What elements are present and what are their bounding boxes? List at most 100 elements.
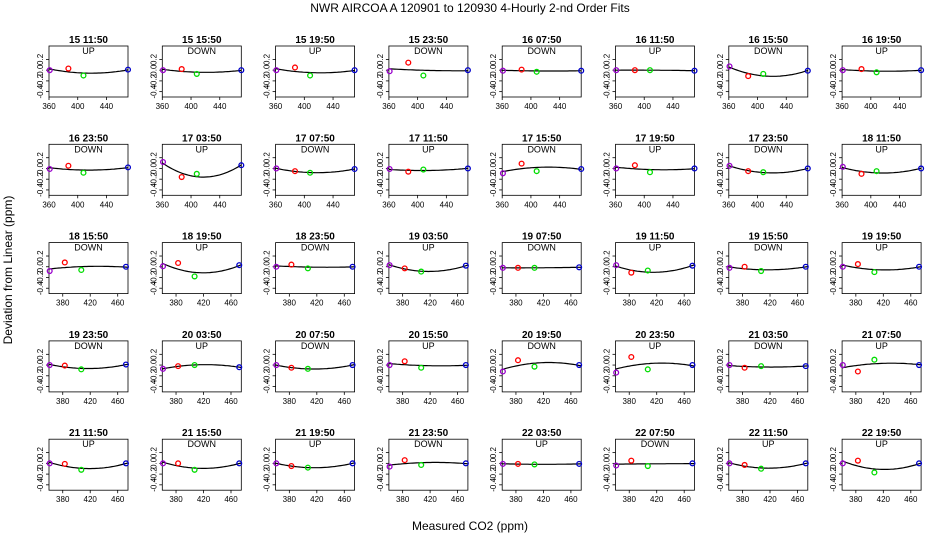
panel-title: 19 19:50: [862, 232, 902, 243]
data-point: [858, 66, 865, 73]
panel-title: 19 07:50: [522, 232, 562, 243]
y-tick-label: 0.0: [603, 162, 612, 174]
x-tick-label: 460: [451, 397, 465, 406]
y-tick-label: 0.2: [603, 250, 612, 262]
y-tick-label: -0.4: [603, 477, 612, 491]
panel-mode-label: UP: [196, 243, 209, 253]
data-point: [236, 460, 243, 467]
data-point: [689, 460, 696, 467]
y-tick-label: -0.4: [489, 379, 498, 393]
data-point: [576, 264, 583, 271]
y-tick-label: 0.2: [263, 348, 272, 360]
data-point: [628, 353, 635, 361]
panel-title: 20 23:50: [635, 330, 675, 341]
fit-curve: [728, 165, 808, 174]
y-tick-label: 0.0: [376, 457, 385, 469]
x-tick-label: 460: [338, 299, 352, 308]
data-point: [760, 70, 767, 77]
y-tick-label: 0.0: [829, 64, 838, 76]
panel-frame: [728, 45, 809, 98]
y-tick-label: 0.2: [489, 447, 498, 459]
data-point: [61, 460, 68, 467]
y-tick-label: -0.4: [263, 281, 272, 295]
data-point: [915, 263, 923, 270]
panel-mode-label: DOWN: [641, 439, 670, 449]
y-tick-label: -0.2: [376, 368, 385, 382]
data-point: [462, 262, 469, 269]
x-tick-label: 420: [763, 299, 777, 308]
panel-mode-label: DOWN: [74, 144, 103, 154]
y-tick-label: 0.2: [263, 53, 272, 65]
data-point: [78, 266, 85, 274]
x-tick-label: 420: [763, 397, 777, 406]
y-tick-label: -0.4: [829, 182, 838, 196]
panel-title: 21 19:50: [295, 428, 335, 439]
x-tick-label: 420: [84, 397, 98, 406]
x-tick-label: 420: [877, 299, 891, 308]
data-point: [758, 363, 765, 370]
fit-curve: [162, 461, 242, 469]
x-tick-label: 360: [496, 102, 510, 111]
y-tick-label: -0.4: [376, 281, 385, 295]
y-tick-label: -0.2: [603, 368, 612, 382]
y-tick-label: 0.0: [489, 359, 498, 371]
panel-mode-label: UP: [535, 439, 548, 449]
x-tick-label: 360: [835, 102, 849, 111]
y-tick-label: 0.0: [716, 457, 725, 469]
y-tick-label: -0.4: [149, 182, 158, 196]
data-point: [871, 356, 878, 363]
x-tick-label: 440: [440, 200, 454, 209]
y-tick-label: 0.2: [36, 447, 45, 459]
data-point: [576, 460, 583, 467]
x-tick-label: 440: [666, 102, 680, 111]
panel-mode-label: DOWN: [754, 243, 783, 253]
y-tick-label: -0.4: [829, 84, 838, 98]
data-point: [854, 457, 861, 464]
panel-mode-label: DOWN: [414, 46, 443, 56]
data-point: [236, 364, 243, 371]
data-point: [613, 369, 620, 376]
x-tick-label: 460: [678, 495, 692, 504]
data-point: [386, 362, 393, 369]
data-point: [304, 265, 311, 272]
data-point: [238, 162, 245, 169]
fit-curve: [48, 363, 129, 370]
y-tick-label: 0.2: [36, 152, 45, 164]
fit-curve: [615, 362, 695, 370]
panel-mode-label: UP: [422, 144, 435, 154]
y-tick-label: 0.0: [149, 64, 158, 76]
data-point: [349, 263, 356, 270]
x-tick-label: 420: [197, 397, 211, 406]
data-point: [646, 169, 654, 176]
y-tick-label: 0.2: [716, 53, 725, 65]
data-point: [839, 263, 846, 270]
x-tick-label: 420: [197, 299, 211, 308]
x-tick-label: 460: [678, 299, 692, 308]
data-point: [514, 460, 522, 467]
panel-mode-label: DOWN: [527, 243, 556, 253]
x-tick-label: 400: [184, 102, 198, 111]
x-tick-label: 420: [84, 495, 98, 504]
y-tick-label: -0.4: [263, 379, 272, 393]
y-tick-label: -0.4: [829, 281, 838, 295]
panel-title: 17 03:50: [182, 133, 222, 144]
y-tick-label: -0.4: [376, 182, 385, 196]
x-tick-label: 420: [84, 299, 98, 308]
y-tick-label: -0.2: [36, 73, 45, 87]
y-tick-label: 0.2: [829, 53, 838, 65]
data-point: [61, 259, 68, 266]
data-point: [61, 362, 68, 369]
y-tick-label: -0.2: [263, 467, 272, 481]
x-tick-label: 360: [382, 200, 396, 209]
data-point: [288, 462, 295, 470]
y-tick-label: 0.2: [263, 447, 272, 459]
panel-frame: [275, 45, 356, 98]
y-tick-label: 0.2: [829, 447, 838, 459]
panel-mode-label: UP: [875, 46, 888, 56]
